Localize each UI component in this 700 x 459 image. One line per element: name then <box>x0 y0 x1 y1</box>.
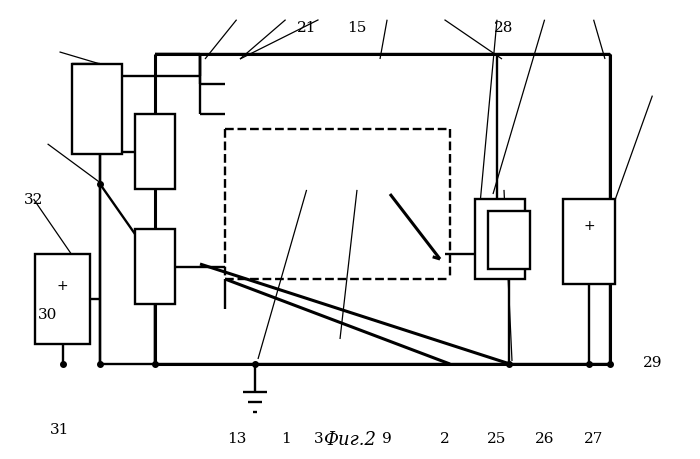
Text: 13: 13 <box>227 431 246 445</box>
Bar <box>563 200 615 285</box>
Bar <box>488 212 530 269</box>
Bar <box>475 200 525 280</box>
Bar <box>72 65 122 155</box>
Text: 32: 32 <box>24 193 43 207</box>
Text: 15: 15 <box>347 21 367 34</box>
Text: 29: 29 <box>643 356 662 369</box>
Text: Фиг.2: Фиг.2 <box>323 430 377 448</box>
Text: 21: 21 <box>297 21 316 34</box>
Text: 31: 31 <box>50 422 69 436</box>
Text: +: + <box>57 279 69 293</box>
Bar <box>35 254 90 344</box>
Bar <box>135 230 175 304</box>
Text: 26: 26 <box>535 431 554 445</box>
Text: 1: 1 <box>281 431 290 445</box>
Text: 25: 25 <box>487 431 507 445</box>
Text: 27: 27 <box>584 431 603 445</box>
Text: 3: 3 <box>314 431 323 445</box>
Text: 28: 28 <box>494 21 514 34</box>
Bar <box>135 115 175 190</box>
Text: +: + <box>583 218 595 232</box>
Text: 2: 2 <box>440 431 449 445</box>
Text: 9: 9 <box>382 431 392 445</box>
Text: 30: 30 <box>38 308 57 321</box>
